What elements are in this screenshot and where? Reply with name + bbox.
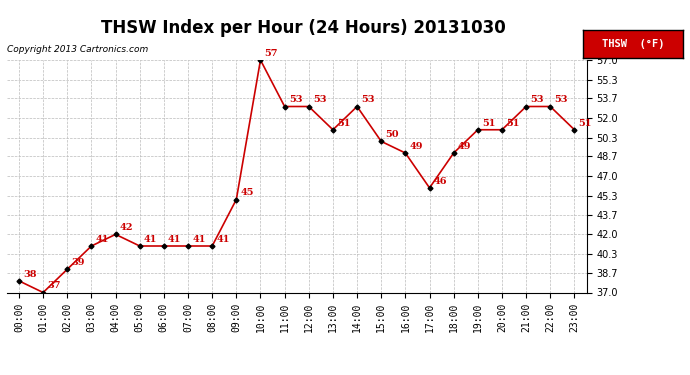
Text: 46: 46: [434, 177, 447, 186]
Text: 39: 39: [72, 258, 85, 267]
Text: THSW Index per Hour (24 Hours) 20131030: THSW Index per Hour (24 Hours) 20131030: [101, 19, 506, 37]
Text: 51: 51: [482, 118, 495, 128]
Text: 49: 49: [458, 142, 471, 151]
Text: 41: 41: [168, 235, 181, 244]
Text: 41: 41: [96, 235, 109, 244]
Text: 45: 45: [241, 188, 254, 197]
Text: 57: 57: [265, 49, 278, 58]
Text: 37: 37: [48, 281, 61, 290]
Text: 51: 51: [506, 118, 520, 128]
Text: 53: 53: [531, 95, 544, 104]
Text: THSW  (°F): THSW (°F): [602, 39, 664, 49]
Text: 41: 41: [144, 235, 157, 244]
Text: 50: 50: [386, 130, 399, 139]
Text: 38: 38: [23, 270, 37, 279]
Text: 51: 51: [337, 118, 351, 128]
Text: 51: 51: [579, 118, 592, 128]
Text: 42: 42: [120, 223, 133, 232]
Text: 41: 41: [193, 235, 206, 244]
Text: 53: 53: [289, 95, 302, 104]
Text: Copyright 2013 Cartronics.com: Copyright 2013 Cartronics.com: [7, 45, 148, 54]
Text: 53: 53: [313, 95, 326, 104]
Text: 53: 53: [362, 95, 375, 104]
Text: 53: 53: [555, 95, 568, 104]
Text: 49: 49: [410, 142, 423, 151]
Text: 41: 41: [217, 235, 230, 244]
